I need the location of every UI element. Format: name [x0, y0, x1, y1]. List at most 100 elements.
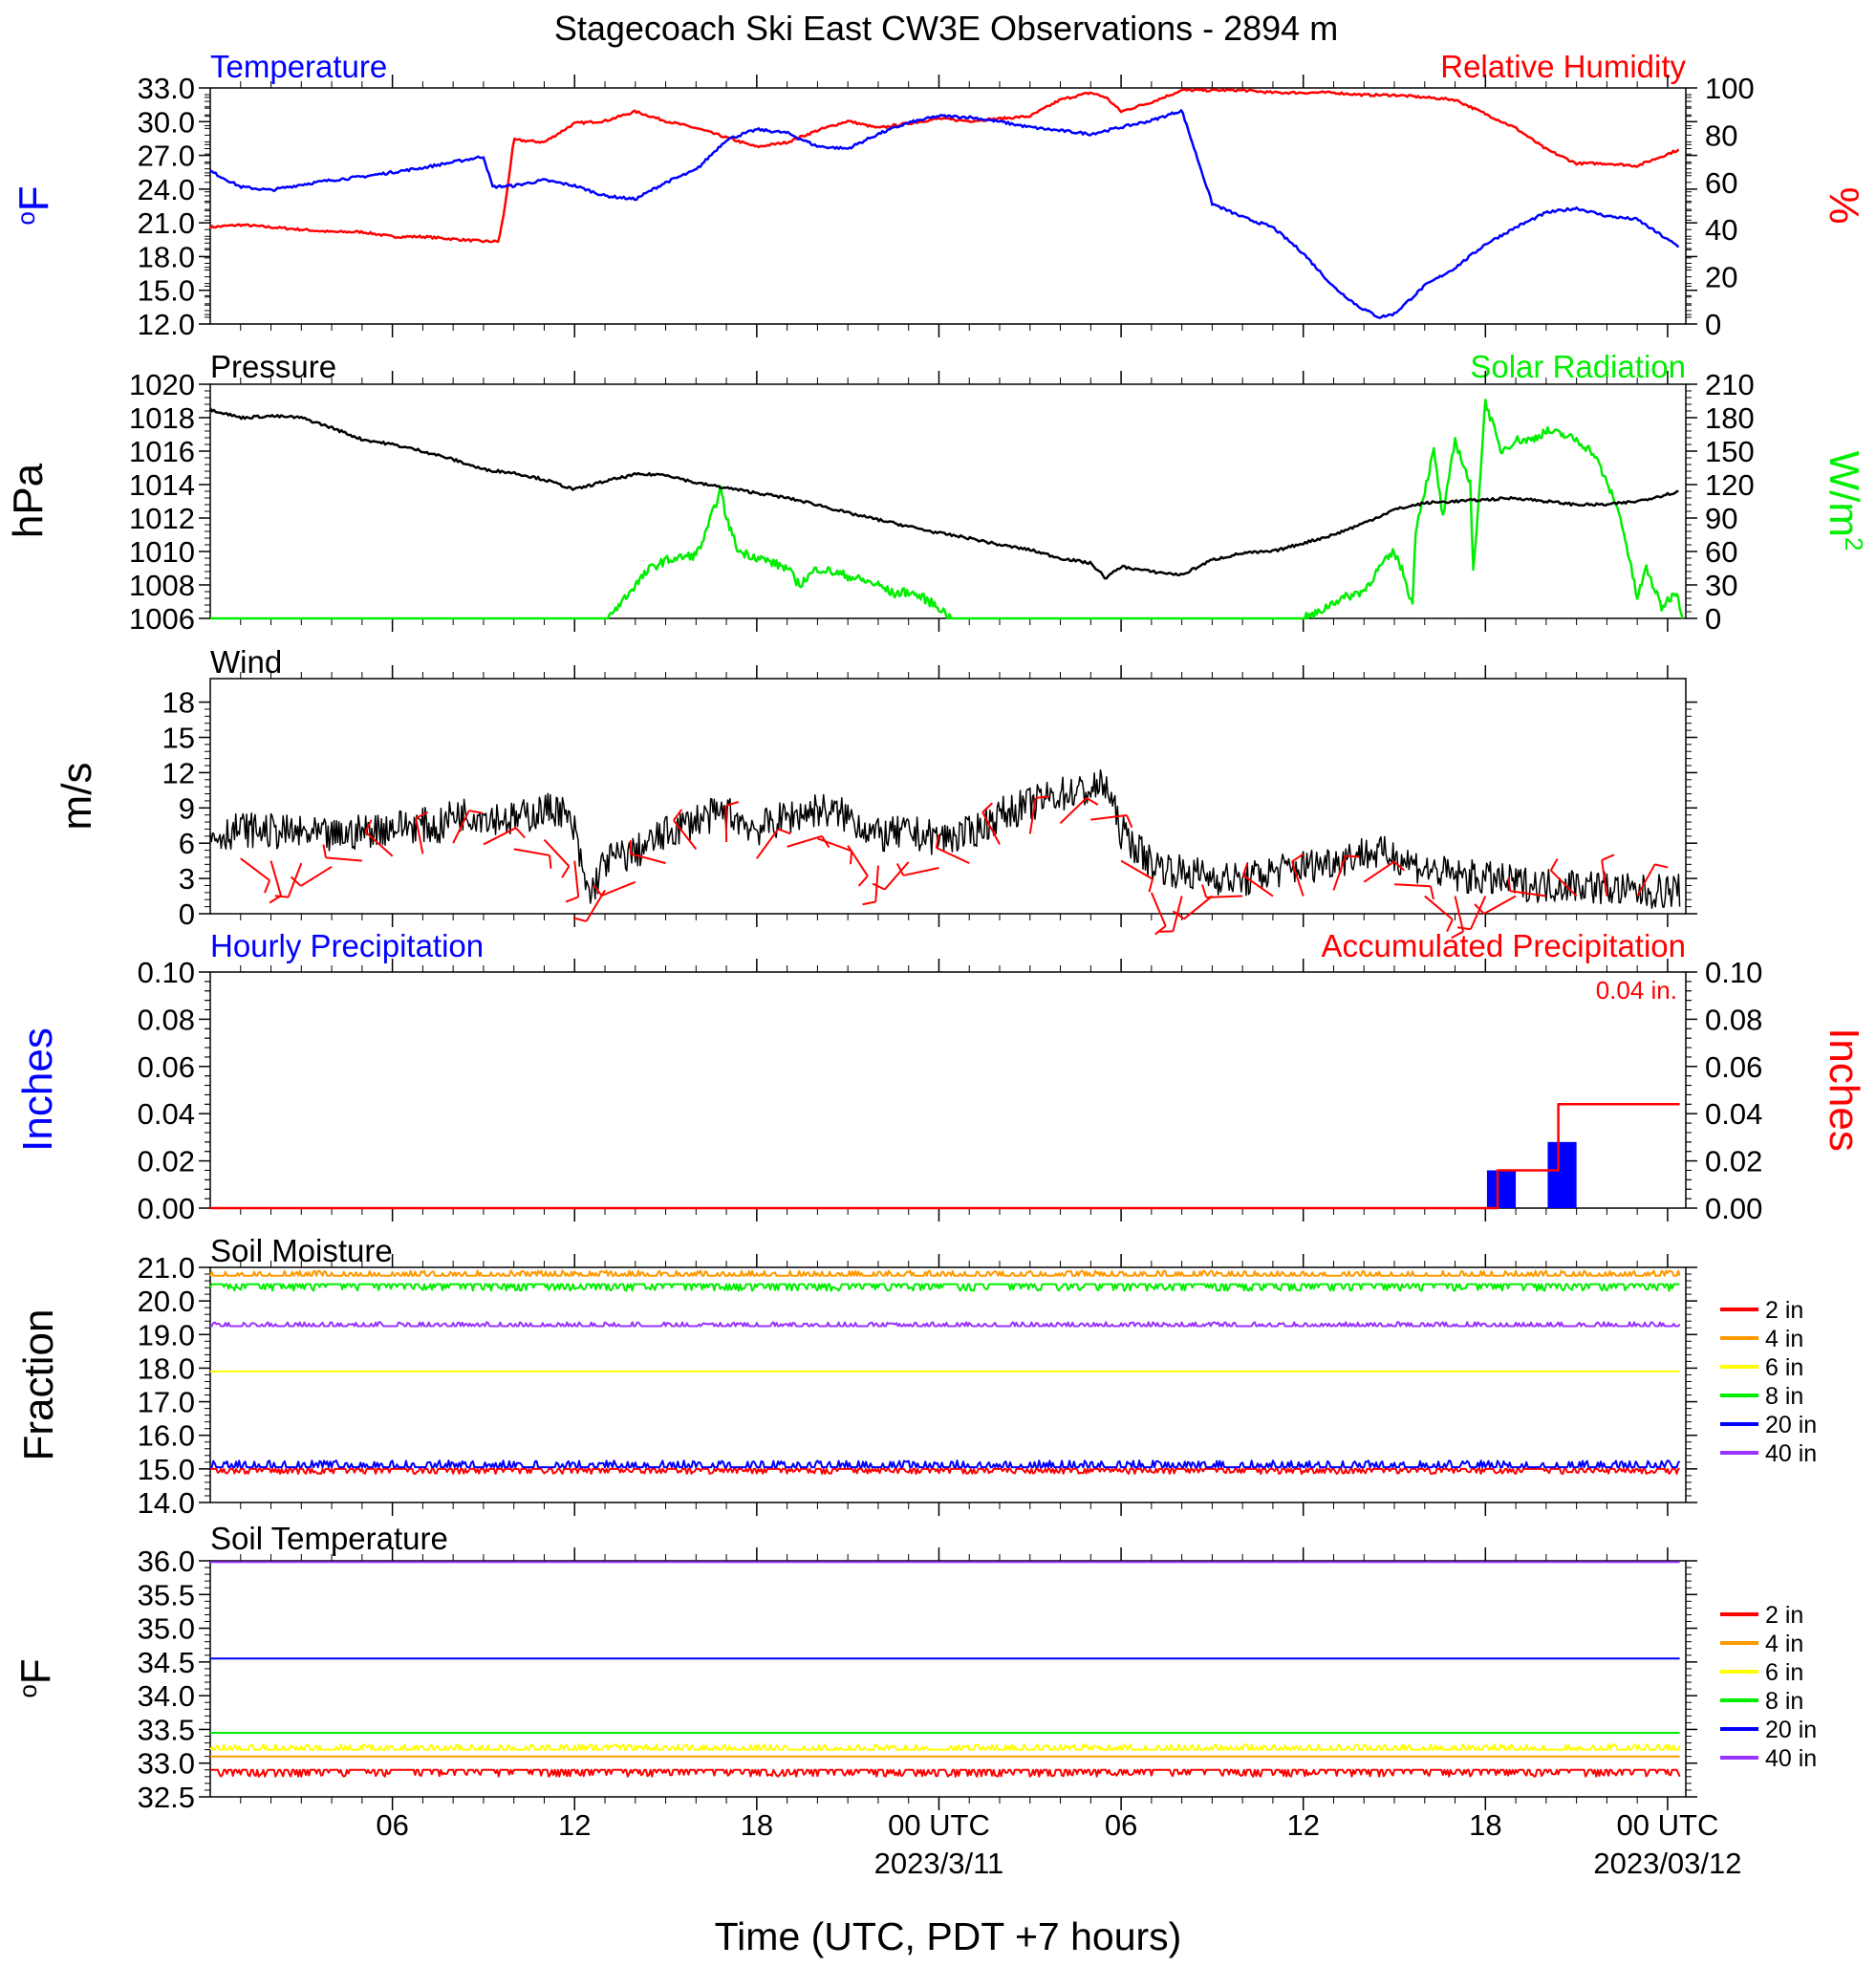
- wind-barb-flag: [1474, 903, 1485, 915]
- wind-barb-flag: [1456, 926, 1472, 931]
- soil-axis-tick-label: 33.5: [138, 1713, 195, 1746]
- precip-axis-tick-label: 0.08: [138, 1003, 195, 1036]
- legend-label: 20 in: [1765, 1412, 1817, 1438]
- soil-series-4: [209, 1283, 1680, 1292]
- soil-axis-tick-label: 34.5: [138, 1646, 195, 1679]
- soil-series-3: [209, 1743, 1681, 1751]
- time-axis-title: Time (UTC, PDT +7 hours): [715, 1914, 1182, 1958]
- humidity-axis-tick-label: 80: [1705, 119, 1737, 152]
- soil-axis-tick-label: 18.0: [138, 1351, 195, 1385]
- wind-barb-flag: [1201, 884, 1208, 898]
- pressure-axis-tick-label: 1006: [129, 602, 195, 636]
- accum-precip-axis-tick-label: 0.04: [1705, 1097, 1762, 1131]
- wind-barb: [673, 819, 698, 850]
- hourly-precip-axis-label: Inches: [14, 1027, 61, 1152]
- temperature-humidity-panel: Temperature Relative Humidity 12.015.018…: [11, 49, 1867, 341]
- pressure-axis-tick-label: 1008: [129, 569, 195, 602]
- temperature-axis-tick-label: 18.0: [138, 240, 195, 273]
- wind-barb: [240, 857, 270, 881]
- wind-barb: [1424, 895, 1454, 920]
- temperature-axis-tick-label: 12.0: [138, 308, 195, 341]
- wind-axis-tick-label: 3: [179, 862, 195, 896]
- wind-barb-flag: [572, 917, 587, 922]
- wind-barb-flag: [673, 809, 683, 822]
- wind-barb-flag: [850, 851, 853, 865]
- soil-series-1: [210, 1768, 1681, 1778]
- wind-barb: [1183, 895, 1214, 920]
- wind-barb: [483, 827, 517, 846]
- wind-barb-flag: [1429, 886, 1434, 900]
- temperature-axis-tick-label: 33.0: [138, 72, 195, 105]
- wind-barb-flag: [415, 811, 429, 819]
- wind-barb: [936, 847, 970, 865]
- solar-axis-tick-label: 30: [1705, 569, 1737, 602]
- soil-series-5: [210, 1459, 1681, 1469]
- wind-barb-flag: [862, 900, 876, 906]
- wind-barb-flag: [777, 828, 791, 835]
- soil-temperature-panel: Soil Temperature 32.533.033.534.034.535.…: [12, 1521, 1817, 1814]
- precip-axis-tick-label: 0.00: [138, 1192, 195, 1225]
- wind-plot-frame: [209, 678, 1687, 915]
- wind-barb-flag: [1446, 919, 1454, 933]
- wind-barb: [1393, 883, 1432, 888]
- wind-barb: [1469, 896, 1487, 930]
- precip-axis-tick-label: 0.02: [138, 1145, 195, 1178]
- accum-precip-axis-tick-label: 0.02: [1705, 1145, 1762, 1178]
- wind-barb: [300, 865, 333, 887]
- wind-barb: [452, 810, 470, 844]
- solar-axis-tick-label: 120: [1705, 468, 1755, 502]
- temperature-line: [209, 109, 1680, 319]
- wind-axis-tick-label: 12: [162, 756, 195, 789]
- wind-barb-flag: [872, 882, 886, 891]
- wind-barb-flag: [1549, 858, 1559, 872]
- solar-axis-tick-label: 0: [1705, 602, 1721, 636]
- soil-axis-tick-label: 17.0: [138, 1386, 195, 1419]
- legend-label: 20 in: [1765, 1717, 1817, 1743]
- accumulated-precip-axis-label: Inches: [1821, 1027, 1867, 1152]
- wind-barb: [270, 860, 282, 897]
- pressure-axis-label: hPa: [5, 463, 52, 538]
- soil-moisture-plot: 14.015.016.017.018.019.020.021.0: [138, 1251, 1697, 1520]
- temperature-axis-tick-label: 15.0: [138, 274, 195, 308]
- precipitation-panel: Hourly Precipitation Accumulated Precipi…: [14, 928, 1867, 1225]
- wind-axis-tick-label: 18: [162, 686, 195, 720]
- wind-barb-flag: [1126, 814, 1133, 829]
- precip-axis-tick-label: 0.04: [138, 1097, 195, 1131]
- wind-barb-flag: [1451, 930, 1464, 940]
- humidity-axis-tick-label: 40: [1705, 213, 1737, 247]
- wind-barb: [817, 837, 852, 853]
- accum-precip-axis-tick-label: 0.08: [1705, 1003, 1762, 1036]
- time-axis: 06 12 18 00 UTC 2023/3/11 06 12 18 00 UTC 2023/03…: [376, 1808, 1741, 1880]
- wind-barb-flag: [1601, 854, 1615, 861]
- wind-barb-flag: [364, 819, 373, 832]
- wind-barb: [1601, 859, 1608, 897]
- temperature-humidity-plot: 12.015.018.021.024.027.030.033.0 0 20 40 60 8…: [138, 72, 1755, 341]
- humidity-line: [209, 87, 1680, 244]
- wind-axis-tick-label: 6: [179, 827, 195, 860]
- hourly-precip-title: Hourly Precipitation: [210, 928, 484, 963]
- humidity-axis-tick-label: 60: [1705, 166, 1737, 200]
- soil-axis-tick-label: 14.0: [138, 1486, 195, 1520]
- figure-title: Stagecoach Ski East CW3E Observations - …: [554, 9, 1338, 48]
- accum-precip-axis-tick-label: 0.00: [1705, 1192, 1762, 1225]
- wind-barb-flag: [1035, 795, 1049, 799]
- temperature-axis-tick-label: 27.0: [138, 140, 195, 173]
- wind-barb: [874, 865, 879, 902]
- wind-axis-tick-label: 9: [179, 791, 195, 825]
- time-tick-label: 06: [376, 1808, 408, 1842]
- soil-moisture-axis-label: Fraction: [15, 1309, 62, 1461]
- wind-barb: [1510, 890, 1546, 897]
- wind-barb-flag: [895, 863, 905, 876]
- wind-barb: [1090, 813, 1128, 821]
- soil-series-2: [209, 1269, 1681, 1277]
- wind-barb: [513, 848, 550, 856]
- pressure-axis-tick-label: 1018: [129, 401, 195, 435]
- wind-barb: [364, 831, 394, 857]
- soil-moisture-plot-frame: [209, 1266, 1687, 1503]
- precip-axis-tick-label: 0.10: [138, 956, 195, 989]
- legend-label: 2 in: [1765, 1602, 1803, 1629]
- wind-axis-tick-label: 15: [162, 722, 195, 755]
- wind-barb: [1120, 859, 1154, 880]
